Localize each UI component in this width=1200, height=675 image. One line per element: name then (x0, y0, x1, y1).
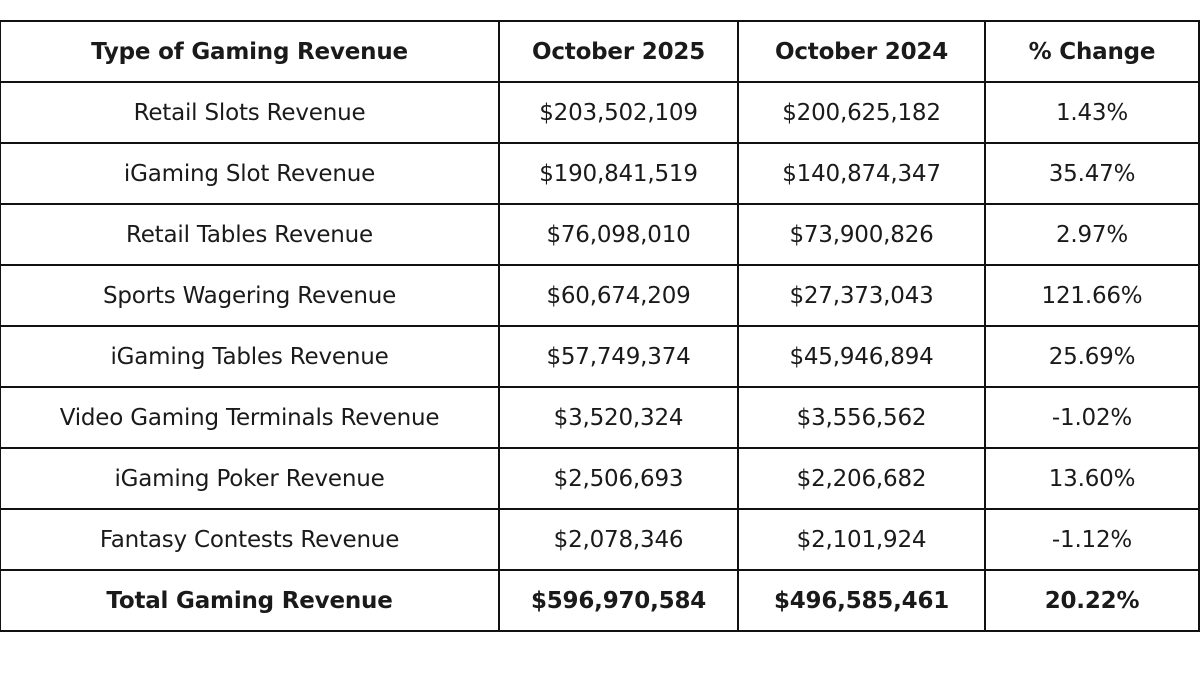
october-2024-value: $27,373,043 (737, 264, 986, 327)
percent-change: 13.60% (984, 447, 1200, 510)
percent-change: 121.66% (984, 264, 1200, 327)
revenue-type: Retail Tables Revenue (0, 203, 500, 266)
october-2024-value: $2,101,924 (737, 508, 986, 571)
revenue-type: Total Gaming Revenue (0, 569, 500, 632)
october-2025-value: $190,841,519 (498, 142, 739, 205)
october-2024-value: $496,585,461 (737, 569, 986, 632)
total-row: Total Gaming Revenue $596,970,584 $496,585… (0, 569, 1200, 632)
revenue-type: iGaming Tables Revenue (0, 325, 500, 388)
october-2025-value: $2,506,693 (498, 447, 739, 510)
percent-change: 20.22% (984, 569, 1200, 632)
percent-change: -1.12% (984, 508, 1200, 571)
table-row: Retail Tables Revenue $76,098,010 $73,900,… (0, 203, 1200, 266)
october-2025-value: $76,098,010 (498, 203, 739, 266)
percent-change: 2.97% (984, 203, 1200, 266)
percent-change: 1.43% (984, 81, 1200, 144)
header-october-2024: October 2024 (737, 20, 986, 83)
percent-change: 25.69% (984, 325, 1200, 388)
october-2024-value: $45,946,894 (737, 325, 986, 388)
revenue-type: iGaming Poker Revenue (0, 447, 500, 510)
october-2024-value: $200,625,182 (737, 81, 986, 144)
gaming-revenue-table: Type of Gaming Revenue October 2025 Octo… (0, 20, 1200, 632)
revenue-type: Fantasy Contests Revenue (0, 508, 500, 571)
table-row: Fantasy Contests Revenue $2,078,346 $2,101… (0, 508, 1200, 571)
october-2025-value: $203,502,109 (498, 81, 739, 144)
percent-change: -1.02% (984, 386, 1200, 449)
table-row: Retail Slots Revenue $203,502,109 $200,625… (0, 81, 1200, 144)
table-row: Video Gaming Terminals Revenue $3,520,324… (0, 386, 1200, 449)
revenue-type: Retail Slots Revenue (0, 81, 500, 144)
header-percent-change: % Change (984, 20, 1200, 83)
october-2025-value: $2,078,346 (498, 508, 739, 571)
header-october-2025: October 2025 (498, 20, 739, 83)
table-row: iGaming Poker Revenue $2,506,693 $2,206,68… (0, 447, 1200, 510)
revenue-type: iGaming Slot Revenue (0, 142, 500, 205)
october-2024-value: $2,206,682 (737, 447, 986, 510)
october-2024-value: $73,900,826 (737, 203, 986, 266)
october-2025-value: $57,749,374 (498, 325, 739, 388)
october-2025-value: $60,674,209 (498, 264, 739, 327)
revenue-type: Sports Wagering Revenue (0, 264, 500, 327)
table-row: iGaming Slot Revenue $190,841,519 $140,874… (0, 142, 1200, 205)
october-2024-value: $3,556,562 (737, 386, 986, 449)
table-row: Sports Wagering Revenue $60,674,209 $27,37… (0, 264, 1200, 327)
header-row: Type of Gaming Revenue October 2025 Octo… (0, 20, 1200, 83)
revenue-type: Video Gaming Terminals Revenue (0, 386, 500, 449)
october-2025-value: $596,970,584 (498, 569, 739, 632)
october-2025-value: $3,520,324 (498, 386, 739, 449)
header-type: Type of Gaming Revenue (0, 20, 500, 83)
percent-change: 35.47% (984, 142, 1200, 205)
october-2024-value: $140,874,347 (737, 142, 986, 205)
table-row: iGaming Tables Revenue $57,749,374 $45,946… (0, 325, 1200, 388)
